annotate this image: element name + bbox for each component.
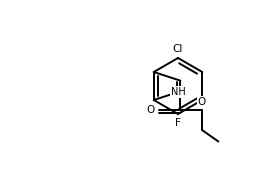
Text: Cl: Cl bbox=[173, 44, 183, 54]
Text: O: O bbox=[198, 97, 206, 107]
Text: O: O bbox=[147, 105, 155, 115]
Text: F: F bbox=[175, 118, 181, 128]
Text: NH: NH bbox=[171, 87, 186, 97]
